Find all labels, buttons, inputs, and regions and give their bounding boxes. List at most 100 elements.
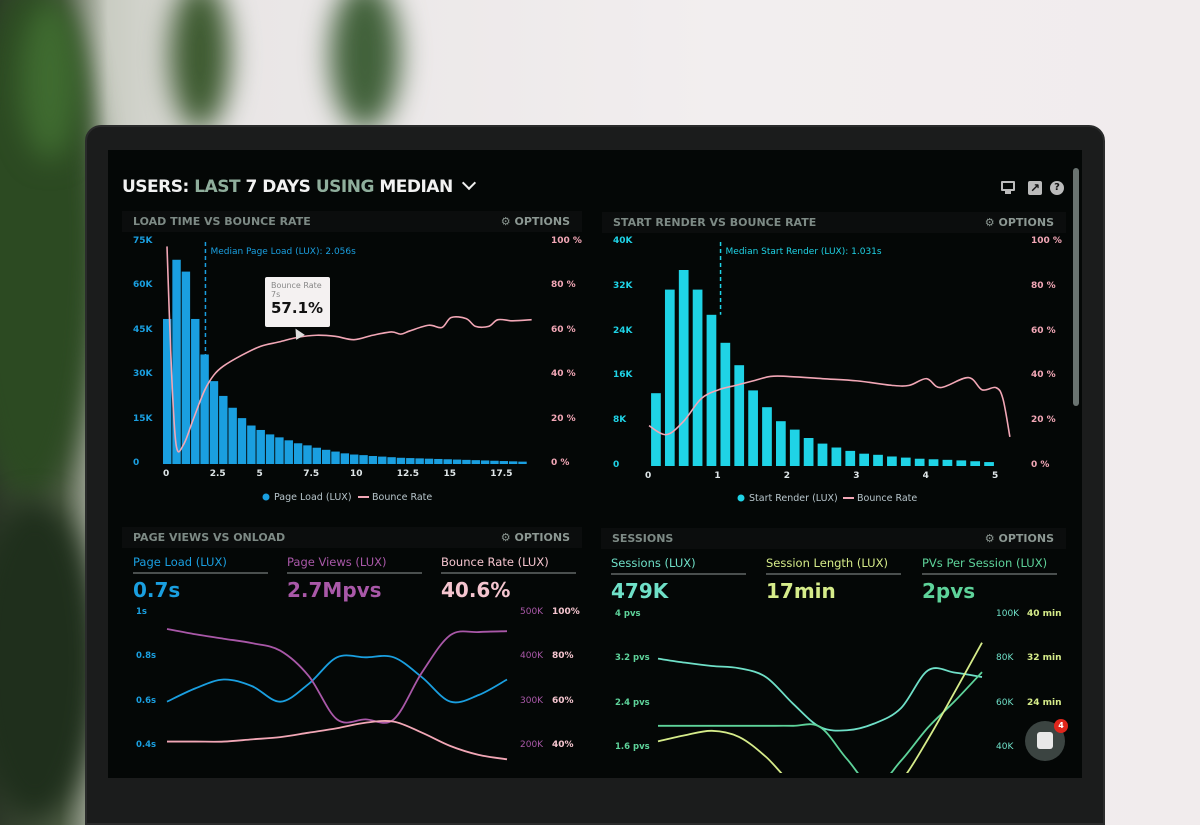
histogram-bar <box>956 460 967 466</box>
histogram-bar <box>247 425 256 464</box>
panel-header-start-render: START RENDER VS BOUNCE RATE ⚙ OPTIONS <box>602 212 1066 233</box>
panel-title: SESSIONS <box>612 532 674 545</box>
stat-divider <box>922 573 1057 575</box>
histogram-bar <box>720 342 731 466</box>
histogram-bar <box>692 289 703 466</box>
monitor-icon[interactable] <box>1001 181 1015 195</box>
histogram-bar <box>237 418 247 464</box>
scrollbar[interactable] <box>1073 168 1079 406</box>
panel-title: START RENDER VS BOUNCE RATE <box>613 216 817 229</box>
options-button[interactable]: ⚙ OPTIONS <box>984 216 1054 229</box>
options-button[interactable]: ⚙ OPTIONS <box>500 215 570 228</box>
series-line-pvs-per-session-lux- <box>658 671 983 773</box>
stat-value: 17min <box>766 579 836 603</box>
histogram-bar <box>284 440 293 464</box>
stat-value: 2.7Mpvs <box>287 578 382 602</box>
y-right-tick-label: 80% <box>552 651 574 662</box>
histogram-bar <box>368 456 378 464</box>
y-left-tick-label: 45K <box>133 324 153 335</box>
histogram-bar <box>350 454 359 464</box>
stat-label: Page Views (LUX) <box>287 555 387 569</box>
panel-header-sessions: SESSIONS ⚙ OPTIONS <box>601 528 1066 549</box>
histogram-bar <box>499 461 509 464</box>
histogram-bar <box>803 438 814 466</box>
histogram-bar <box>678 270 689 466</box>
series-line-page-load-lux- <box>166 654 508 704</box>
y-right-tick-label: 32 min <box>1027 653 1062 664</box>
histogram-bar <box>340 453 350 464</box>
y-left-tick-label: 32K <box>613 280 633 291</box>
histogram-bar <box>396 457 406 464</box>
histogram-bar <box>734 365 745 466</box>
histogram-bar <box>424 458 434 464</box>
chat-icon <box>1037 732 1053 749</box>
stat-label: Sessions (LUX) <box>611 556 696 570</box>
histogram-bar <box>191 318 200 464</box>
histogram-bar <box>321 449 331 464</box>
x-tick-label: 5 <box>256 469 263 479</box>
help-icon[interactable]: ? <box>1050 181 1064 195</box>
x-tick-label: 0 <box>645 471 652 481</box>
histogram-bar <box>293 443 303 464</box>
histogram-bar <box>275 437 284 464</box>
y-left-tick-label: 30K <box>133 369 153 380</box>
histogram-bar <box>265 434 275 464</box>
stat-label: PVs Per Session (LUX) <box>922 556 1048 570</box>
gear-icon: ⚙ <box>500 531 511 544</box>
y-right-tick-label: 300K <box>520 695 544 706</box>
page-title[interactable]: USERS: LAST 7 DAYS USING MEDIAN <box>122 175 477 197</box>
histogram-bar <box>256 429 265 464</box>
histogram-bar <box>970 461 981 466</box>
histogram-bar <box>462 459 471 464</box>
y-left-tick-label: 0.8s <box>136 651 157 662</box>
share-icon[interactable]: ↗ <box>1028 181 1042 195</box>
y-left-tick-label: 16K <box>613 370 633 381</box>
y-right-tick-label: 0 % <box>551 458 570 468</box>
y-left-tick-label: 0 <box>613 460 620 470</box>
y-left-tick-label: 1.6 pvs <box>615 742 650 752</box>
gear-icon: ⚙ <box>984 216 995 229</box>
histogram-bar <box>817 443 828 466</box>
histogram-bar <box>471 460 480 464</box>
y-left-tick-label: 1s <box>136 607 147 617</box>
histogram-bar <box>387 457 396 464</box>
stat-value: 479K <box>611 579 669 603</box>
title-part: 7 DAYS <box>245 177 316 197</box>
histogram-bar <box>378 456 387 464</box>
options-button[interactable]: ⚙ OPTIONS <box>984 532 1054 545</box>
gear-icon: ⚙ <box>984 532 995 545</box>
histogram-bar <box>664 289 675 466</box>
x-tick-label: 10 <box>350 469 363 479</box>
x-tick-label: 17.5 <box>490 469 513 479</box>
x-tick-label: 3 <box>853 471 860 481</box>
y-right-tick-label: 60K <box>996 697 1014 708</box>
y-left-tick-label: 0 <box>133 458 140 468</box>
y-right-tick-label: 500K <box>520 607 544 617</box>
tooltip-title: Bounce Rate <box>271 281 322 290</box>
histogram-bar <box>406 458 415 464</box>
stat-label: Page Load (LUX) <box>133 555 227 569</box>
histogram-bar <box>181 271 191 464</box>
tooltip-value: 57.1% <box>271 299 324 317</box>
y-left-tick-label: 2.4 pvs <box>615 697 650 708</box>
plant-leaf <box>0 500 100 820</box>
histogram-bar <box>984 462 994 466</box>
stat-divider <box>441 572 576 574</box>
stat-label: Bounce Rate (LUX) <box>441 555 549 569</box>
y-right-tick-label: 24 min <box>1027 697 1062 708</box>
y-left-tick-label: 60K <box>133 280 153 291</box>
notification-badge: 4 <box>1054 719 1068 733</box>
y-right-tick-label: 80 % <box>1031 280 1056 291</box>
y-right-tick-label: 100 % <box>551 236 582 246</box>
histogram-bar <box>490 460 499 464</box>
title-part: MEDIAN <box>379 177 453 197</box>
options-button[interactable]: ⚙ OPTIONS <box>500 531 570 544</box>
x-tick-label: 1 <box>714 471 721 481</box>
x-tick-label: 2 <box>783 471 791 481</box>
histogram-bar <box>845 450 856 466</box>
gear-icon: ⚙ <box>500 215 511 228</box>
y-right-tick-label: 60 % <box>551 324 576 335</box>
x-tick-label: 12.5 <box>396 469 419 479</box>
series-line-session-length-lux- <box>657 642 983 773</box>
y-left-tick-label: 40K <box>613 236 633 246</box>
